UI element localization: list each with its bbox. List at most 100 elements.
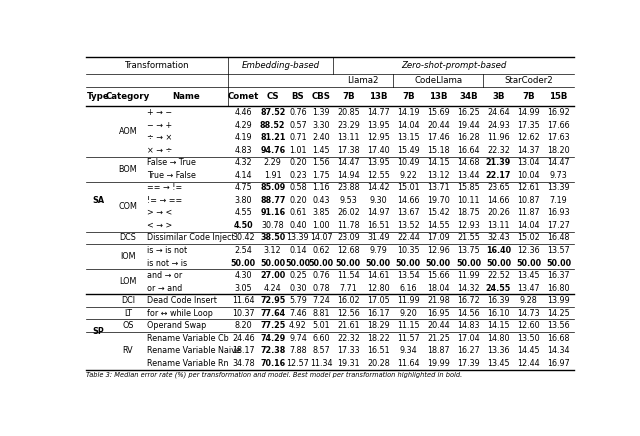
Text: 0.40: 0.40 (289, 221, 307, 230)
Text: 10.37: 10.37 (232, 309, 255, 318)
Text: 0.76: 0.76 (312, 271, 330, 280)
Text: 0.62: 0.62 (312, 246, 330, 255)
Text: DCS: DCS (120, 233, 136, 242)
Text: 19.99: 19.99 (427, 359, 450, 368)
Text: 70.16: 70.16 (260, 359, 285, 368)
Text: 13.45: 13.45 (517, 271, 540, 280)
Text: 13.75: 13.75 (457, 246, 480, 255)
Text: 4.75: 4.75 (234, 184, 252, 192)
Text: 72.38: 72.38 (260, 346, 285, 355)
Text: 14.32: 14.32 (457, 283, 480, 293)
Text: 16.68: 16.68 (547, 334, 570, 343)
Text: 18.04: 18.04 (427, 283, 450, 293)
Text: 38.50: 38.50 (260, 233, 285, 242)
Text: DCI: DCI (121, 296, 135, 305)
Text: 11.96: 11.96 (487, 133, 510, 142)
Text: 9.53: 9.53 (339, 196, 357, 205)
Text: 34.78: 34.78 (232, 359, 255, 368)
Text: 16.80: 16.80 (547, 283, 570, 293)
Text: == → !=: == → != (147, 184, 182, 192)
Text: 23.65: 23.65 (487, 184, 510, 192)
Text: 17.33: 17.33 (337, 346, 360, 355)
Text: 7.88: 7.88 (289, 346, 307, 355)
Text: 15B: 15B (549, 92, 568, 101)
Text: 21.39: 21.39 (486, 158, 511, 167)
Text: 50.00: 50.00 (456, 259, 481, 268)
Text: OS: OS (122, 321, 134, 330)
Text: 16.40: 16.40 (486, 246, 511, 255)
Text: 22.32: 22.32 (337, 334, 360, 343)
Text: 13.11: 13.11 (337, 133, 360, 142)
Text: 12.44: 12.44 (517, 359, 540, 368)
Text: 14.04: 14.04 (397, 121, 420, 129)
Text: 16.39: 16.39 (487, 296, 510, 305)
Text: 17.63: 17.63 (547, 133, 570, 142)
Text: 13.56: 13.56 (547, 321, 570, 330)
Text: 22.17: 22.17 (486, 171, 511, 180)
Text: 88.52: 88.52 (260, 121, 285, 129)
Text: 12.96: 12.96 (427, 246, 450, 255)
Text: 0.78: 0.78 (312, 283, 330, 293)
Text: ÷ → ×: ÷ → × (147, 133, 172, 142)
Text: 24.93: 24.93 (487, 121, 510, 129)
Text: 12.56: 12.56 (337, 309, 360, 318)
Text: 19.44: 19.44 (457, 121, 480, 129)
Text: 8.20: 8.20 (234, 321, 252, 330)
Text: 1.75: 1.75 (312, 171, 330, 180)
Text: 15.49: 15.49 (397, 146, 420, 155)
Text: 14.99: 14.99 (517, 108, 540, 117)
Text: 16.51: 16.51 (367, 346, 390, 355)
Text: 20.85: 20.85 (337, 108, 360, 117)
Text: 1.39: 1.39 (312, 108, 330, 117)
Text: 11.99: 11.99 (457, 271, 480, 280)
Text: 16.93: 16.93 (547, 208, 570, 218)
Text: 13.50: 13.50 (517, 334, 540, 343)
Text: 81.21: 81.21 (260, 133, 285, 142)
Text: 5.01: 5.01 (312, 321, 330, 330)
Text: 14.47: 14.47 (547, 158, 570, 167)
Text: 4.55: 4.55 (234, 208, 252, 218)
Text: Dissimilar Code Inject: Dissimilar Code Inject (147, 233, 234, 242)
Text: 24.64: 24.64 (487, 108, 510, 117)
Text: 15.02: 15.02 (517, 233, 540, 242)
Text: 5.79: 5.79 (289, 296, 307, 305)
Text: 7B: 7B (342, 92, 355, 101)
Text: is → is not: is → is not (147, 246, 187, 255)
Text: 16.25: 16.25 (457, 108, 480, 117)
Text: 1.16: 1.16 (312, 184, 330, 192)
Text: 14.34: 14.34 (547, 346, 570, 355)
Text: 15.85: 15.85 (457, 184, 480, 192)
Text: 18.29: 18.29 (367, 321, 390, 330)
Text: 4.92: 4.92 (289, 321, 307, 330)
Text: 13.71: 13.71 (427, 184, 450, 192)
Text: 9.74: 9.74 (289, 334, 307, 343)
Text: SA: SA (93, 196, 104, 205)
Text: 23.29: 23.29 (337, 121, 360, 129)
Text: 88.77: 88.77 (260, 196, 285, 205)
Text: 4.30: 4.30 (234, 271, 252, 280)
Text: Table 3: Median error rate (%) per transformation and model. Best model per tran: Table 3: Median error rate (%) per trans… (86, 371, 462, 378)
Text: 14.04: 14.04 (517, 221, 540, 230)
Text: 11.78: 11.78 (337, 221, 360, 230)
Text: 0.30: 0.30 (289, 283, 307, 293)
Text: 0.57: 0.57 (289, 121, 307, 129)
Text: 14.66: 14.66 (487, 196, 509, 205)
Text: 14.15: 14.15 (427, 158, 450, 167)
Text: 13.52: 13.52 (397, 221, 420, 230)
Text: 0.43: 0.43 (312, 196, 330, 205)
Text: 15.18: 15.18 (427, 146, 450, 155)
Text: 50.00: 50.00 (285, 259, 310, 268)
Text: LOM: LOM (119, 277, 137, 286)
Text: 20.26: 20.26 (487, 208, 510, 218)
Text: 18.20: 18.20 (547, 146, 570, 155)
Text: 16.64: 16.64 (457, 146, 480, 155)
Text: 17.66: 17.66 (547, 121, 570, 129)
Text: 14.45: 14.45 (517, 346, 540, 355)
Text: 1.00: 1.00 (312, 221, 330, 230)
Text: 13B: 13B (369, 92, 388, 101)
Text: 14.80: 14.80 (487, 334, 509, 343)
Text: 16.48: 16.48 (547, 233, 570, 242)
Text: Category: Category (106, 92, 150, 101)
Text: 0.25: 0.25 (289, 271, 307, 280)
Text: Transformation: Transformation (125, 61, 189, 70)
